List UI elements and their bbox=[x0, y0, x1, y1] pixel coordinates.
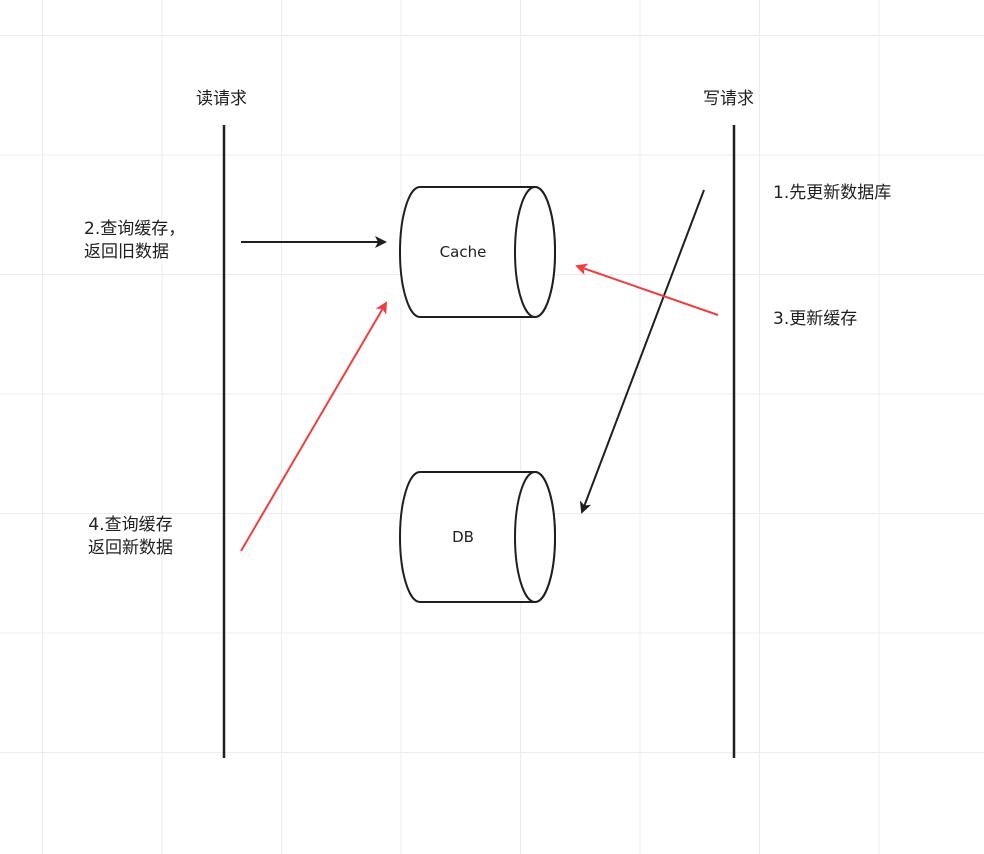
arrow-step1-update-db bbox=[579, 189, 705, 514]
step2-label-line1: 2.查询缓存， bbox=[84, 219, 186, 239]
cache-label: Cache bbox=[439, 243, 487, 261]
step1-label: 1.先更新数据库 bbox=[773, 183, 892, 203]
arrow-step4-read-cache bbox=[240, 301, 388, 552]
step4-label-line1: 4.查询缓存 bbox=[88, 515, 173, 535]
step2-label-line2: 返回旧数据 bbox=[84, 242, 169, 262]
db-label: DB bbox=[452, 528, 474, 546]
arrow-step3-update-cache bbox=[575, 263, 719, 316]
write-request-header: 写请求 bbox=[703, 89, 754, 109]
step4-label: 4.查询缓存 返回新数据 bbox=[88, 514, 173, 560]
read-request-header: 读请求 bbox=[196, 89, 247, 109]
step2-label: 2.查询缓存， 返回旧数据 bbox=[84, 218, 185, 264]
cache-cylinder bbox=[399, 186, 556, 318]
db-cylinder bbox=[399, 471, 556, 603]
step3-label: 3.更新缓存 bbox=[773, 309, 858, 329]
step4-label-line2: 返回新数据 bbox=[88, 538, 173, 558]
